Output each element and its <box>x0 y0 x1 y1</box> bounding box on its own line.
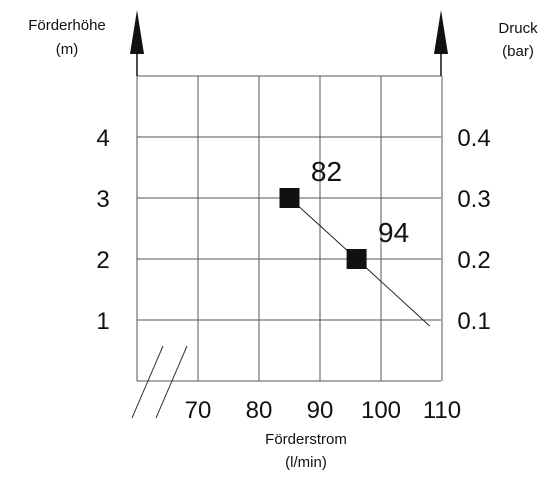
left-tick-label: 3 <box>96 186 109 213</box>
data-point-label: 82 <box>311 156 342 187</box>
right-tick-label: 0.2 <box>457 247 490 274</box>
left-axis-title: Förderhöhe <box>28 17 106 34</box>
right-axis-title: Druck <box>498 20 538 37</box>
series <box>279 188 431 327</box>
data-point-marker <box>346 249 367 269</box>
left-axis-unit: (m) <box>56 41 79 58</box>
right-axis-unit: (bar) <box>502 43 534 60</box>
x-tick-label: 70 <box>185 397 212 424</box>
x-tick-label: 80 <box>246 397 273 424</box>
right-tick-label: 0.3 <box>457 186 490 213</box>
x-tick-label: 110 <box>423 397 461 424</box>
labels: Förderhöhe (m) Druck (bar) Förderstrom (l/min… <box>28 17 538 471</box>
right-axis-arrow-icon <box>434 10 448 54</box>
x-axis-title: Förderstrom <box>265 431 347 448</box>
data-point-label: 94 <box>378 217 409 248</box>
left-tick-label: 4 <box>96 125 109 152</box>
x-tick-label: 90 <box>307 397 334 424</box>
data-point-marker <box>279 188 300 208</box>
right-tick-label: 0.4 <box>457 125 490 152</box>
left-axis-arrow-icon <box>130 10 144 54</box>
left-tick-label: 1 <box>96 308 109 335</box>
axes <box>130 10 448 419</box>
x-axis-unit: (l/min) <box>285 454 327 471</box>
x-tick-label: 100 <box>361 397 401 424</box>
left-tick-label: 2 <box>96 247 109 274</box>
axis-break-line <box>131 345 164 419</box>
right-tick-label: 0.1 <box>457 308 490 335</box>
axis-break-line <box>155 345 188 419</box>
